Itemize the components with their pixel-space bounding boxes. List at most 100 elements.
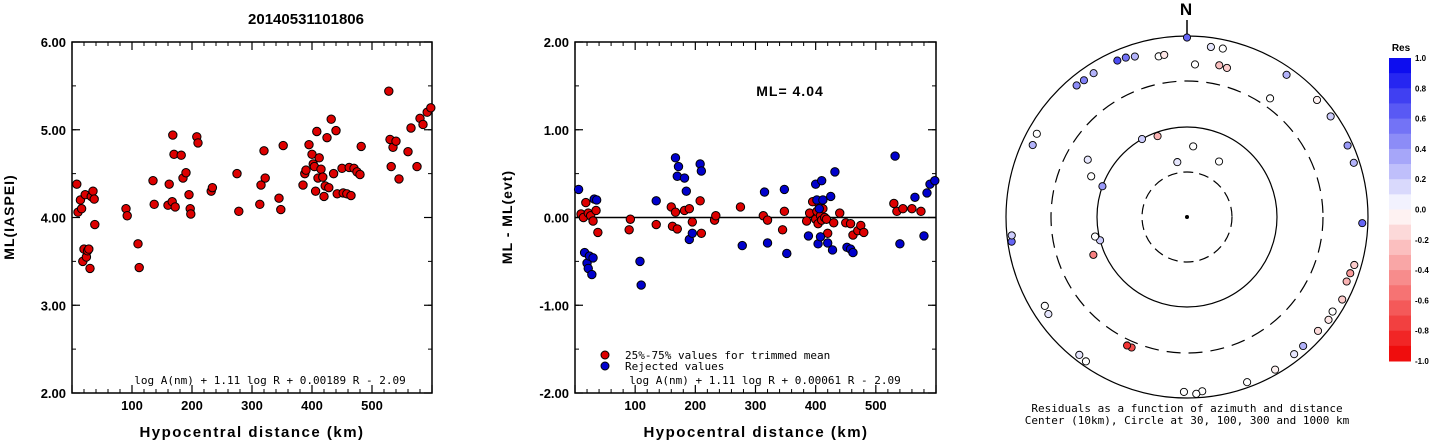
rejected-point [573, 184, 584, 195]
trimmed-point [696, 228, 707, 238]
middle-xtick-label: 100 [624, 398, 646, 413]
left-ytick-label: 3.00 [41, 298, 66, 313]
ml-point [278, 140, 288, 151]
trimmed-point [687, 217, 698, 227]
residual-station [1206, 42, 1215, 52]
trimmed-point [672, 224, 682, 234]
ml-point [149, 199, 159, 210]
residual-station [1243, 378, 1252, 387]
left-ytick-label: 4.00 [41, 211, 66, 226]
residual-station [1032, 129, 1041, 138]
middle-ytick-label: 1.00 [544, 123, 569, 138]
ring-100km [1096, 126, 1278, 308]
residual-station [1346, 269, 1355, 278]
rejected-point [696, 166, 707, 176]
trimmed-point [916, 206, 926, 217]
residual-station [1137, 135, 1147, 144]
formula-middle: log A(nm) + 1.11 log R + 0.00061 R - 2.0… [629, 374, 901, 387]
y-axis-label-middle: ML - ML(evt) [499, 170, 515, 264]
residual-station [1218, 44, 1227, 53]
ml-point [260, 173, 270, 183]
residual-station [1153, 132, 1162, 141]
colorbar-title: Res [1392, 43, 1411, 54]
residual-station [1222, 63, 1231, 72]
rejected-point [919, 231, 929, 241]
colorbar-tick-label: 1.0 [1415, 54, 1427, 63]
residual-station [1349, 158, 1358, 167]
rejected-point [673, 161, 684, 172]
rejected-point [848, 247, 858, 258]
ml-point [391, 136, 401, 146]
trimmed-point [591, 205, 601, 216]
rejected-point [930, 175, 940, 186]
rejected-point [823, 238, 833, 248]
rejected-point [681, 186, 692, 196]
ml-point [276, 204, 286, 215]
ml-point [403, 146, 413, 157]
colorbar-cell [1389, 103, 1411, 120]
trimmed-point [898, 204, 908, 214]
ml-point [304, 139, 314, 150]
x-axis-label-middle: Hypocentral distance (km) [643, 424, 868, 441]
trimmed-point [624, 225, 634, 235]
trimmed-point [859, 227, 869, 238]
colorbar-cell [1389, 270, 1411, 286]
trimmed-point [835, 208, 845, 218]
residual-station [1350, 260, 1359, 270]
ml-point [76, 204, 87, 214]
ml-point [316, 164, 326, 174]
residual-station [1083, 155, 1092, 164]
residual-station [1079, 76, 1089, 85]
residual-station [1044, 310, 1053, 319]
x-axis-label-left: Hypocentral distance (km) [139, 424, 364, 441]
ml-point [418, 119, 428, 130]
rejected-point [759, 187, 770, 197]
middle-ytick-label: -1.00 [539, 298, 569, 313]
ml-point [186, 209, 196, 219]
left-xtick-label: 200 [181, 398, 203, 413]
residual-station [1089, 69, 1098, 78]
rejected-point [782, 248, 792, 259]
middle-ytick-label: 0.00 [544, 211, 569, 226]
residual-station [1342, 277, 1351, 286]
trimmed-point [593, 227, 603, 238]
ml-point [259, 146, 269, 156]
trimmed-point [651, 219, 661, 230]
ml-point [89, 194, 99, 204]
ml-point [328, 168, 339, 179]
residual-station [1173, 158, 1182, 167]
left-xtick-label: 500 [361, 398, 383, 413]
ml-point [384, 86, 394, 96]
middle-ytick-label: 2.00 [544, 35, 569, 50]
legend: 25%-75% values for trimmed mean Rejected… [600, 349, 830, 373]
trimmed-point [684, 204, 695, 214]
residual-station [1313, 326, 1323, 335]
colorbar-cell [1389, 209, 1411, 226]
residual-station [1299, 341, 1308, 351]
middle-xtick-label: 200 [684, 398, 706, 413]
ml-point [386, 161, 396, 172]
residual-station [1266, 94, 1275, 103]
ml-point [168, 130, 178, 140]
ml-point [324, 182, 334, 193]
rejected-point [803, 231, 814, 241]
ml-point [88, 186, 98, 196]
residual-station [1121, 53, 1130, 62]
rejected-point [910, 192, 920, 203]
trimmed-point [845, 218, 856, 229]
ml-point [406, 123, 416, 133]
residual-station [1190, 60, 1200, 69]
residual-station [1326, 112, 1335, 121]
middle-xtick-label: 400 [805, 398, 827, 413]
rejected-point [635, 256, 645, 267]
ml-point [184, 189, 194, 200]
residual-station [1087, 172, 1096, 181]
colorbar-cell [1389, 315, 1411, 332]
ml-point [234, 206, 244, 217]
rejected-point [814, 204, 824, 214]
trimmed-point [625, 214, 636, 224]
residual-station [1081, 357, 1090, 366]
colorbar-tick-label: -0.8 [1415, 327, 1429, 336]
residual-station [1338, 295, 1347, 304]
ml-point [312, 126, 322, 137]
